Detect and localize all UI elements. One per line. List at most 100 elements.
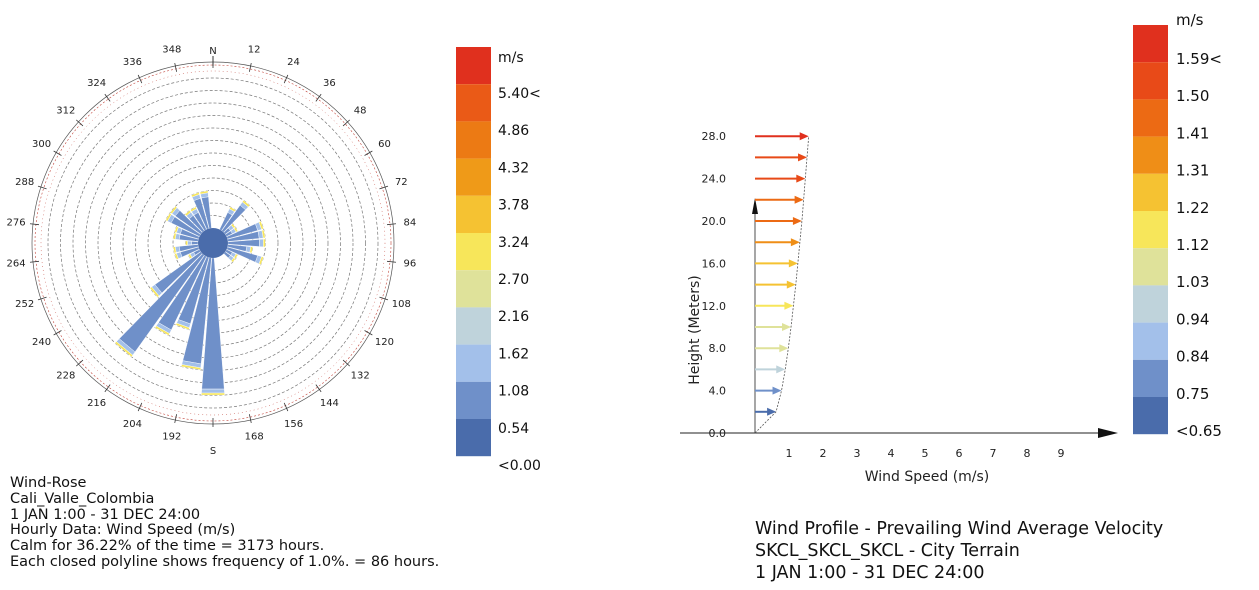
rose-polyline-note: Each closed polyline shows frequency of …: [10, 553, 440, 570]
legend-swatch: [1133, 322, 1168, 360]
direction-label-312: 312: [56, 106, 75, 117]
outer-ring-inner: [40, 70, 386, 416]
rose-petal-dir-130: [230, 257, 236, 263]
speed-tick-label: 1: [786, 447, 793, 460]
legend-swatch: [456, 158, 491, 196]
profile-title: Wind Profile - Prevailing Wind Average V…: [755, 519, 1164, 539]
rose-petal-dir-220: [114, 341, 133, 358]
direction-label-156: 156: [284, 419, 303, 430]
direction-tick: [364, 330, 373, 336]
rose-petal-dir-300: [165, 213, 172, 222]
direction-tick: [174, 62, 178, 72]
wind-rose-legend: m/s 5.40< 4.86 4.32 3.78 3.24 2.70 2.16 1.62 1.08…: [456, 47, 541, 474]
direction-tick: [29, 223, 40, 226]
direction-label-96: 96: [404, 259, 417, 270]
rose-petal-dir-180: [201, 392, 225, 396]
direction-label-264: 264: [7, 259, 26, 270]
frequency-ring: [47, 77, 379, 409]
legend-swatch: [456, 307, 491, 345]
rose-data-description: Hourly Data: Wind Speed (m/s): [10, 522, 236, 539]
direction-label-36: 36: [323, 78, 336, 89]
legend-swatch: [456, 381, 491, 419]
wind-profile-curve: [754, 136, 810, 434]
wind-rose-bars: [114, 190, 266, 396]
direction-label-168: 168: [245, 432, 264, 443]
legend-label: 0.94: [1176, 310, 1209, 328]
speed-tick-label: 6: [956, 447, 963, 460]
profile-period: 1 JAN 1:00 - 31 DEC 24:00: [755, 563, 985, 583]
south-label: S: [210, 446, 216, 457]
direction-ticks: [29, 59, 397, 427]
legend-label: 1.03: [1176, 273, 1209, 291]
direction-label-144: 144: [320, 398, 339, 409]
height-tick-label: 24.0: [702, 173, 727, 186]
direction-tick: [283, 74, 289, 84]
rose-petal-dir-230: [149, 286, 160, 298]
rose-petal-dir-60: [233, 227, 239, 233]
legend-swatch: [1133, 359, 1168, 397]
direction-tick: [248, 414, 252, 424]
profile-arrow-head: [794, 195, 804, 204]
direction-tick: [342, 359, 351, 367]
north-label: N: [209, 46, 216, 57]
direction-label-240: 240: [32, 337, 51, 348]
height-tick-label: 28.0: [702, 130, 727, 143]
legend-swatch: [456, 344, 491, 382]
profile-arrow-head: [782, 323, 792, 331]
legend-label: 3.78: [498, 198, 529, 214]
height-tick-label: 8.0: [709, 342, 727, 355]
legend-swatch: [1133, 62, 1168, 100]
legend-swatch: [1133, 211, 1168, 249]
direction-tick: [53, 330, 62, 336]
direction-tick: [283, 402, 289, 412]
speed-tick-label: 4: [888, 447, 895, 460]
direction-tick: [379, 296, 389, 301]
legend-label: 1.59<: [1176, 50, 1222, 68]
direction-tick: [137, 74, 143, 84]
speed-tick-label: 9: [1058, 447, 1065, 460]
profile-arrow-head: [776, 365, 786, 374]
legend-label: 1.12: [1176, 236, 1209, 254]
x-axis-arrowhead: [1098, 428, 1118, 438]
legend-label: <0.00: [498, 458, 541, 474]
legend-label: 0.54: [498, 421, 529, 437]
direction-label-12: 12: [248, 44, 261, 55]
legend-swatch: [1133, 248, 1168, 286]
wind-profile-caption: Wind Profile - Prevailing Wind Average V…: [755, 518, 1163, 584]
legend-label: 5.40<: [498, 86, 541, 102]
legend-swatch: [456, 419, 491, 457]
frequency-ring: [60, 90, 366, 396]
legend-swatch: [1133, 136, 1168, 174]
direction-label-300: 300: [32, 139, 51, 150]
speed-tick-labels: 1 2 3 4 5 6 7 8 9: [786, 447, 1065, 460]
speed-tick-label: 2: [820, 447, 827, 460]
direction-tick: [342, 119, 351, 127]
legend-swatch: [456, 195, 491, 233]
direction-tick: [174, 414, 178, 424]
rose-petal-dir-30: [229, 206, 236, 212]
legend-label: 1.31: [1176, 162, 1209, 180]
profile-arrow-head: [784, 301, 794, 310]
height-tick-label: 16.0: [702, 257, 727, 270]
legend-label: 2.70: [498, 272, 529, 288]
rose-location: Cali_Valle_Colombia: [10, 490, 155, 507]
direction-tick: [29, 260, 40, 263]
legend-swatch: [456, 84, 491, 122]
speed-tick-label: 5: [922, 447, 929, 460]
rose-petal-dir-290: [174, 226, 179, 234]
rose-petal-dir-50: [230, 223, 236, 229]
height-tick-label: 20.0: [702, 215, 727, 228]
profile-arrow-head: [786, 280, 796, 289]
direction-label-60: 60: [378, 139, 391, 150]
rose-petal-dir-270: [187, 240, 192, 246]
direction-label-48: 48: [354, 106, 367, 117]
rose-petal-dir-330: [190, 206, 197, 212]
rose-petal-dir-190: [181, 364, 201, 371]
rose-calm-note: Calm for 36.22% of the time = 3173 hours…: [10, 538, 325, 555]
direction-tick: [104, 384, 111, 393]
rose-petal-dir-110: [258, 256, 264, 265]
rose-petal-dir-270: [185, 240, 188, 246]
profile-arrow-head: [779, 344, 789, 353]
legend-label: 0.75: [1176, 385, 1209, 403]
direction-tick: [364, 150, 373, 156]
